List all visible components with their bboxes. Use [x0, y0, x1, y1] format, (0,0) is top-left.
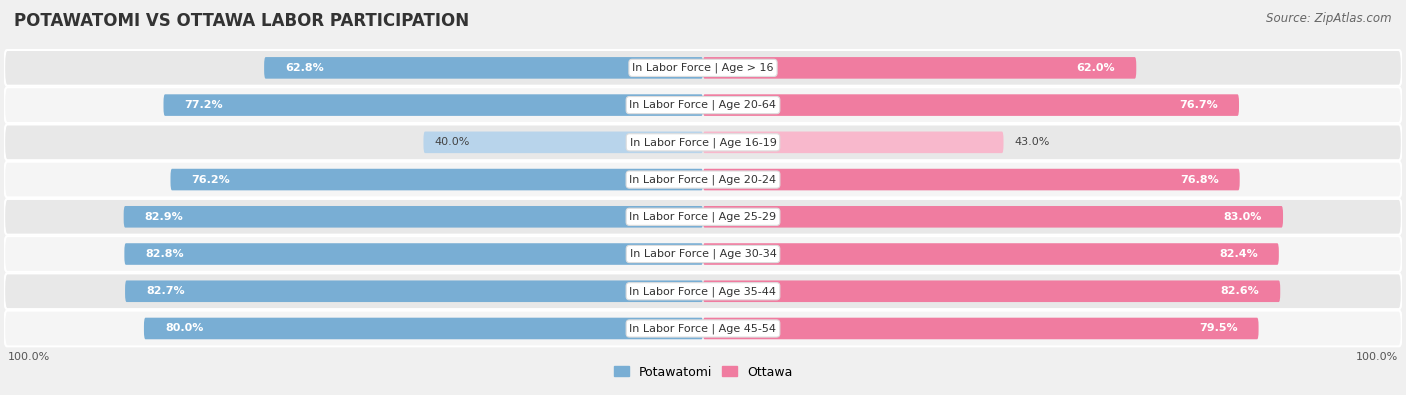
FancyBboxPatch shape [703, 94, 1239, 116]
FancyBboxPatch shape [703, 206, 1284, 228]
Text: 82.9%: 82.9% [145, 212, 183, 222]
Text: In Labor Force | Age 25-29: In Labor Force | Age 25-29 [630, 212, 776, 222]
FancyBboxPatch shape [4, 50, 1402, 86]
Text: 79.5%: 79.5% [1199, 324, 1237, 333]
Text: 100.0%: 100.0% [7, 352, 49, 361]
FancyBboxPatch shape [703, 243, 1279, 265]
Text: 77.2%: 77.2% [184, 100, 224, 110]
Text: 40.0%: 40.0% [434, 137, 470, 147]
FancyBboxPatch shape [170, 169, 703, 190]
Text: Source: ZipAtlas.com: Source: ZipAtlas.com [1267, 12, 1392, 25]
Text: In Labor Force | Age 20-64: In Labor Force | Age 20-64 [630, 100, 776, 110]
Text: 83.0%: 83.0% [1223, 212, 1263, 222]
FancyBboxPatch shape [703, 280, 1281, 302]
Text: In Labor Force | Age 45-54: In Labor Force | Age 45-54 [630, 323, 776, 334]
Text: 82.8%: 82.8% [145, 249, 184, 259]
FancyBboxPatch shape [703, 132, 1004, 153]
FancyBboxPatch shape [703, 318, 1258, 339]
FancyBboxPatch shape [703, 169, 1240, 190]
Text: 62.0%: 62.0% [1077, 63, 1115, 73]
FancyBboxPatch shape [143, 318, 703, 339]
Text: POTAWATOMI VS OTTAWA LABOR PARTICIPATION: POTAWATOMI VS OTTAWA LABOR PARTICIPATION [14, 12, 470, 30]
FancyBboxPatch shape [264, 57, 703, 79]
FancyBboxPatch shape [4, 87, 1402, 123]
Text: 62.8%: 62.8% [285, 63, 323, 73]
Text: 76.7%: 76.7% [1180, 100, 1218, 110]
FancyBboxPatch shape [4, 162, 1402, 198]
FancyBboxPatch shape [4, 273, 1402, 309]
FancyBboxPatch shape [4, 236, 1402, 272]
Text: 76.8%: 76.8% [1180, 175, 1219, 184]
Text: In Labor Force | Age 35-44: In Labor Force | Age 35-44 [630, 286, 776, 297]
Text: In Labor Force | Age 30-34: In Labor Force | Age 30-34 [630, 249, 776, 259]
Text: 100.0%: 100.0% [1357, 352, 1399, 361]
Text: 80.0%: 80.0% [165, 324, 204, 333]
FancyBboxPatch shape [124, 206, 703, 228]
FancyBboxPatch shape [4, 310, 1402, 346]
FancyBboxPatch shape [4, 124, 1402, 160]
Text: 82.4%: 82.4% [1219, 249, 1258, 259]
FancyBboxPatch shape [163, 94, 703, 116]
Text: 82.7%: 82.7% [146, 286, 184, 296]
Text: In Labor Force | Age 16-19: In Labor Force | Age 16-19 [630, 137, 776, 148]
Legend: Potawatomi, Ottawa: Potawatomi, Ottawa [609, 361, 797, 384]
Text: 76.2%: 76.2% [191, 175, 231, 184]
Text: In Labor Force | Age 20-24: In Labor Force | Age 20-24 [630, 174, 776, 185]
Text: 82.6%: 82.6% [1220, 286, 1260, 296]
FancyBboxPatch shape [124, 243, 703, 265]
FancyBboxPatch shape [125, 280, 703, 302]
FancyBboxPatch shape [423, 132, 703, 153]
FancyBboxPatch shape [4, 199, 1402, 235]
Text: In Labor Force | Age > 16: In Labor Force | Age > 16 [633, 63, 773, 73]
FancyBboxPatch shape [703, 57, 1136, 79]
Text: 43.0%: 43.0% [1014, 137, 1049, 147]
